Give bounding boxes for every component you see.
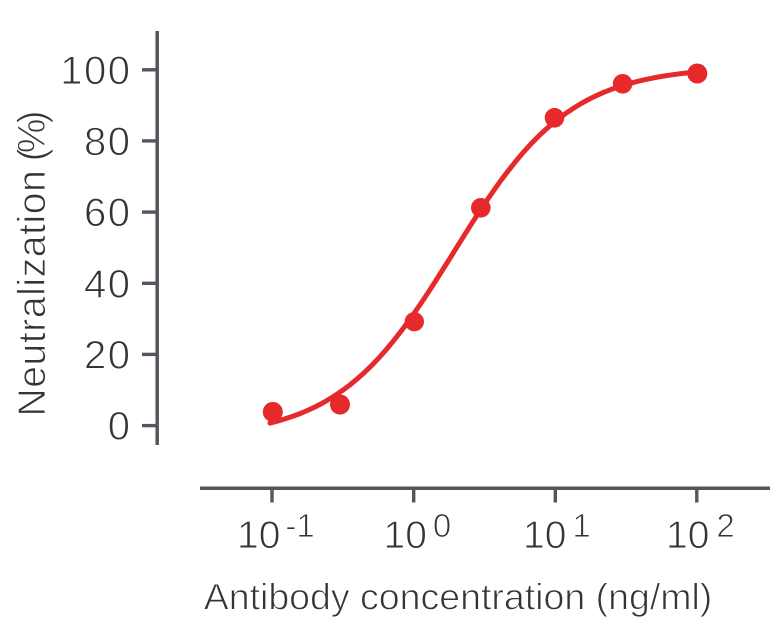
svg-text:Neutralization (%): Neutralization (%) xyxy=(11,113,54,417)
svg-text:40: 40 xyxy=(84,262,132,306)
svg-text:10-1: 10 -1 xyxy=(237,507,315,557)
svg-text:102: 10 2 xyxy=(666,507,735,557)
svg-text:80: 80 xyxy=(84,120,132,164)
svg-text:100: 100 xyxy=(384,507,452,557)
svg-text:20: 20 xyxy=(84,333,132,377)
svg-text:0: 0 xyxy=(108,405,132,449)
svg-text:60: 60 xyxy=(84,191,132,235)
svg-text:100: 100 xyxy=(60,49,131,93)
svg-text:Antibody concentration (ng/ml): Antibody concentration (ng/ml) xyxy=(204,576,713,618)
